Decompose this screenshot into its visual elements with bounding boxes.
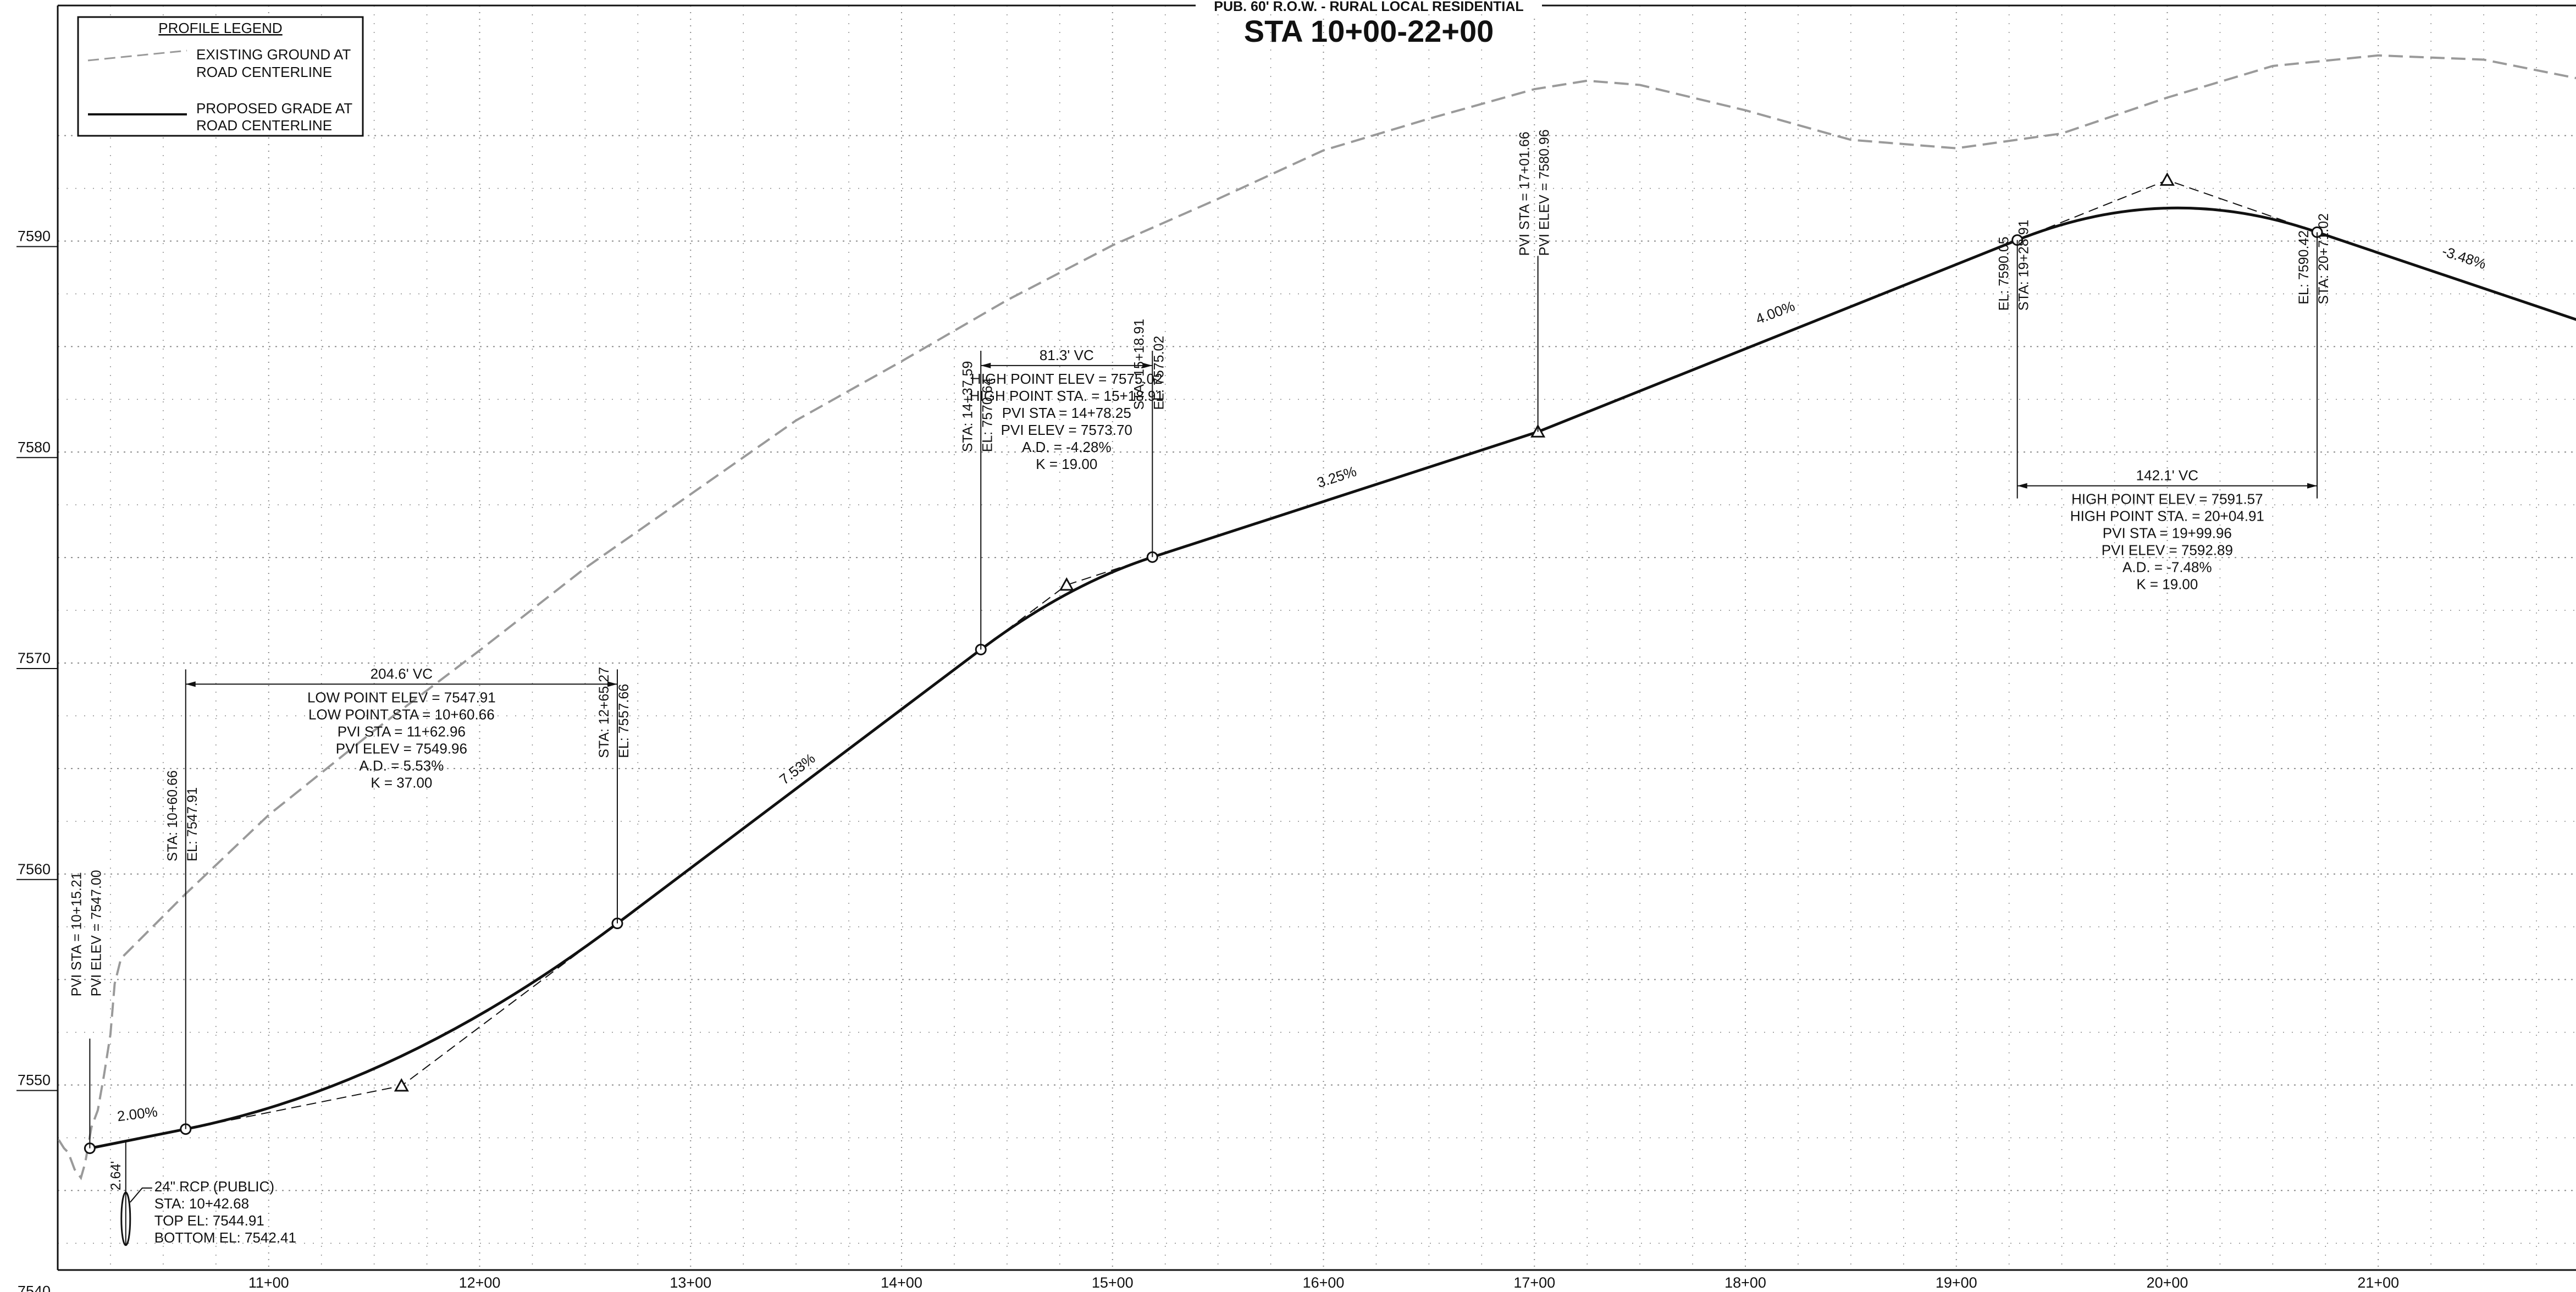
station-callout-text: EL: 7547.91 — [185, 787, 200, 862]
station-callout-text: EL: 7570.64 — [980, 378, 995, 452]
station-label: 17+00 — [1513, 1274, 1555, 1291]
elevation-label: 7570 — [18, 650, 51, 666]
elevation-label: 7590 — [18, 228, 51, 245]
station-label: 15+00 — [1092, 1274, 1134, 1291]
vc-data-line: LOW POINT STA = 10+60.66 — [308, 706, 495, 722]
proposed-grade-layer: 2.00% 7.53% 3.25% 4.00% -3.48% — [84, 172, 2576, 1155]
grade-percent-label: 7.53% — [776, 750, 819, 788]
station-label: 18+00 — [1724, 1274, 1766, 1291]
pipe-data-line: BOTTOM EL: 7542.41 — [154, 1229, 296, 1246]
elevation-label: 7560 — [18, 861, 51, 877]
elevation-label: 7550 — [18, 1072, 51, 1089]
station-callout-text: PVI STA = 10+15.21 — [69, 872, 84, 996]
elevation-label: 7540 — [18, 1283, 51, 1292]
vc-data-line: PVI STA = 14+78.25 — [1002, 405, 1131, 421]
legend-existing-label-2: ROAD CENTERLINE — [196, 64, 332, 80]
vc-data-line: HIGH POINT STA. = 20+04.91 — [2070, 508, 2264, 524]
vc-tangent-line — [980, 556, 1153, 650]
axis-labels: 7590 7580 7570 7560 7550 7540 11+00 12+00 13+00 1… — [16, 228, 2399, 1292]
grade-percent-label: 3.25% — [1315, 463, 1358, 491]
proposed-grade-line — [89, 206, 2576, 1150]
station-callout-text: EL: 7590.05 — [1997, 236, 2012, 311]
station-label: 12+00 — [459, 1274, 501, 1291]
pipe-cover-label: 2.64' — [108, 1161, 124, 1190]
vc-tangent-line — [185, 923, 618, 1130]
station-label: 11+00 — [248, 1274, 289, 1291]
vc-data-line: PVI ELEV = 7573.70 — [1001, 422, 1132, 438]
pipe-leader — [130, 1187, 152, 1203]
profile-legend: PROFILE LEGEND EXISTING GROUND AT ROAD C… — [77, 16, 364, 137]
vc-data-line: A.D. = 5.53% — [359, 757, 444, 774]
pipe-data-line: TOP EL: 7544.91 — [154, 1212, 264, 1229]
station-label: 19+00 — [1936, 1274, 1977, 1291]
legend-proposed-label-2: ROAD CENTERLINE — [196, 117, 332, 134]
grade-percent-label: -3.48% — [2440, 242, 2489, 272]
vc-data-line: PVI ELEV = 7549.96 — [336, 740, 467, 757]
station-callout-text: EL: 7590.42 — [2296, 230, 2312, 305]
vc-data-line: HIGH POINT ELEV = 7591.57 — [2071, 491, 2263, 507]
vc-length-label: 204.6' VC — [371, 665, 433, 682]
station-callout-text: EL: 7575.02 — [1151, 336, 1167, 410]
existing-ground-layer — [58, 54, 2576, 1180]
vc-data-line: PVI STA = 11+62.96 — [338, 723, 466, 739]
pipe-data-line: STA: 10+42.68 — [154, 1195, 249, 1212]
station-callout-text: STA: 20+71.02 — [2316, 213, 2331, 305]
station-callout-text: PVI ELEV = 7580.96 — [1537, 129, 1552, 256]
station-label: 14+00 — [881, 1274, 922, 1291]
existing-ground-line — [58, 54, 2576, 1180]
vc-dimension-arrow — [981, 362, 991, 368]
vc-length-label: 81.3' VC — [1040, 347, 1094, 363]
vc-data-line: PVI STA = 19+99.96 — [2103, 525, 2232, 542]
station-callout-text: STA: 12+65.27 — [596, 667, 612, 758]
profile-subtitle: PUB. 60' R.O.W. - RURAL LOCAL RESIDENTIA… — [1214, 0, 1523, 14]
vc-data-line: PVI ELEV = 7592.89 — [2102, 542, 2233, 559]
vc-dimension-arrow — [2017, 483, 2027, 489]
station-label: 20+00 — [2147, 1274, 2188, 1291]
legend-proposed-label-1: PROPOSED GRADE AT — [196, 100, 352, 117]
elevation-label: 7580 — [18, 439, 51, 455]
station-callout-text: EL: 7557.66 — [616, 684, 632, 758]
vc-dimension-arrow — [185, 681, 196, 687]
legend-existing-swatch — [87, 49, 187, 62]
vc-data-line: K = 37.00 — [371, 774, 432, 791]
vc-data-line: HIGH POINT STA. = 15+18.91 — [970, 388, 1164, 404]
station-label: 21+00 — [2357, 1274, 2399, 1291]
legend-box — [77, 16, 364, 137]
vc-data-line: A.D. = -4.28% — [1022, 439, 1112, 455]
station-label: 16+00 — [1303, 1274, 1345, 1291]
vc-dimension-arrow — [2307, 483, 2318, 489]
station-callout-text: PVI ELEV = 7547.00 — [89, 870, 104, 996]
profile-grid — [58, 5, 2576, 1270]
station-callout-text: STA: 14+37.59 — [960, 361, 975, 452]
vc-dimension-arrow — [607, 681, 617, 687]
sheet-header: PUB. 60' R.O.W. - RURAL LOCAL RESIDENTIA… — [1196, 0, 1542, 48]
grade-percent-label: 2.00% — [116, 1103, 158, 1125]
vc-data-line: HIGH POINT ELEV = 7575.02 — [971, 371, 1163, 387]
legend-title: PROFILE LEGEND — [158, 20, 282, 36]
grade-percent-label: 4.00% — [1754, 297, 1798, 327]
station-callout-text: STA: 10+60.66 — [165, 770, 180, 862]
vc-data-line: K = 19.00 — [1036, 456, 1097, 472]
profile-title: STA 10+00-22+00 — [1244, 14, 1494, 48]
pipe-data-line: 24" RCP (PUBLIC) — [154, 1178, 274, 1195]
vc-dimension-arrow — [1142, 362, 1153, 368]
header-mask — [1196, 0, 1542, 13]
station-callout-text: STA: 19+28.91 — [2016, 220, 2032, 311]
vc-data-line: A.D. = -7.48% — [2122, 559, 2212, 576]
vc-data-line: K = 19.00 — [2136, 576, 2198, 593]
station-callouts: PVI STA = 10+15.21 PVI ELEV = 7547.00 STA:… — [69, 129, 2331, 1149]
pvi-marker — [2159, 172, 2175, 186]
vc-data-line: LOW POINT ELEV = 7547.91 — [307, 689, 496, 705]
pvi-marker — [1059, 577, 1074, 591]
pvi-marker — [394, 1078, 409, 1092]
station-label: 13+00 — [670, 1274, 711, 1291]
profile-frame — [57, 4, 2576, 1271]
vc-length-label: 142.1' VC — [2136, 467, 2198, 484]
legend-existing-label-1: EXISTING GROUND AT — [196, 46, 351, 63]
station-callout-text: PVI STA = 17+01.66 — [1517, 131, 1533, 256]
